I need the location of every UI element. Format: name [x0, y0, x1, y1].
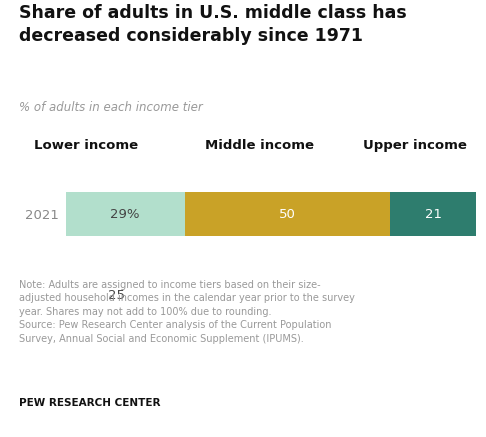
Text: PEW RESEARCH CENTER: PEW RESEARCH CENTER	[19, 399, 161, 408]
Text: Middle income: Middle income	[205, 139, 314, 152]
Text: 14: 14	[439, 289, 456, 302]
Bar	[419, 273, 476, 318]
Text: 21: 21	[425, 208, 442, 221]
Text: Upper income: Upper income	[363, 139, 467, 152]
Bar	[185, 192, 390, 236]
Bar	[66, 273, 168, 318]
Text: Lower income: Lower income	[34, 139, 138, 152]
Bar	[390, 192, 476, 236]
Text: 50: 50	[279, 208, 296, 221]
Text: Share of adults in U.S. middle class has
decreased considerably since 1971: Share of adults in U.S. middle class has…	[19, 4, 407, 45]
Text: 25: 25	[108, 289, 125, 302]
Text: Note: Adults are assigned to income tiers based on their size-
adjusted househol: Note: Adults are assigned to income tier…	[19, 280, 355, 344]
Text: 61: 61	[285, 289, 302, 302]
Bar	[66, 192, 185, 236]
Text: 29%: 29%	[110, 208, 140, 221]
Bar	[168, 273, 419, 318]
Text: % of adults in each income tier: % of adults in each income tier	[19, 101, 203, 114]
